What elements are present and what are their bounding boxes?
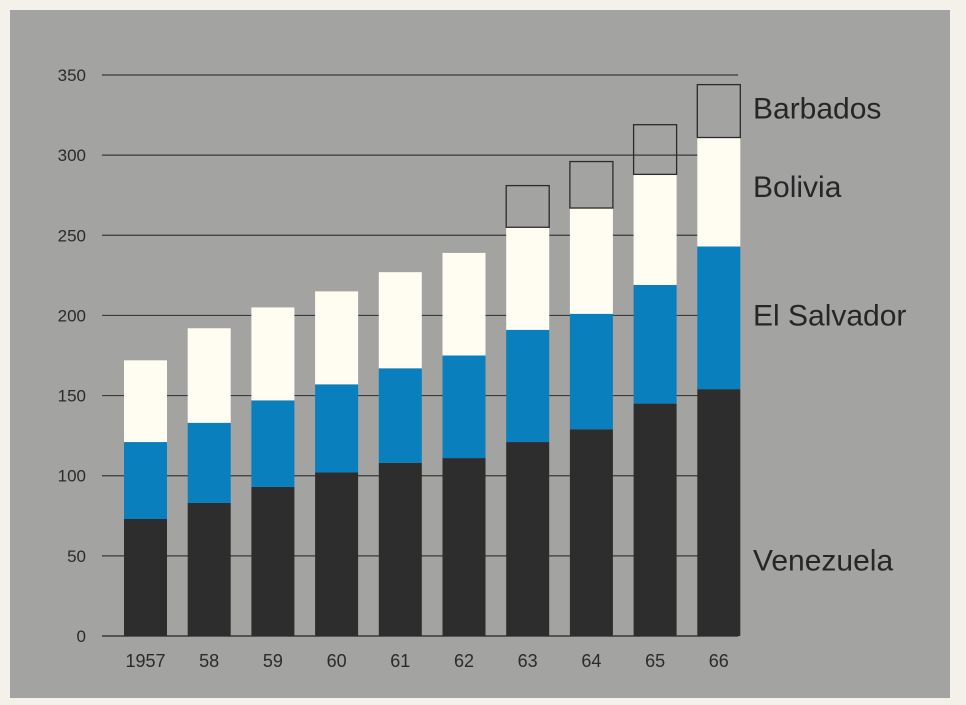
bar-segment-venezuela-65 (633, 403, 677, 636)
bar-segment-barbados-66 (696, 83, 741, 139)
y-tick-label: 150 (58, 387, 86, 406)
y-tick-label: 350 (58, 66, 86, 85)
y-tick-label: 0 (77, 627, 86, 646)
bar-segment-bolivia-1957 (124, 360, 167, 443)
bar-segment-el-salvador-59 (251, 400, 295, 487)
bar-segment-venezuela-58 (187, 502, 231, 636)
bar-segment-barbados-63 (505, 184, 550, 228)
x-tick-label: 60 (327, 651, 347, 671)
y-tick-label: 50 (67, 547, 86, 566)
bar-segment-el-salvador-65 (633, 284, 677, 404)
bar-segment-el-salvador-66 (697, 246, 741, 390)
y-tick-label: 100 (58, 467, 86, 486)
legend-label-venezuela: Venezuela (753, 545, 893, 578)
bars (124, 83, 741, 636)
x-tick-label: 66 (709, 651, 729, 671)
x-tick-label: 64 (581, 651, 601, 671)
bar-segment-bolivia-65 (633, 174, 677, 285)
bar-segment-venezuela-66 (697, 389, 741, 636)
bar-segment-bolivia-59 (251, 307, 295, 401)
bar-segment-venezuela-60 (315, 472, 359, 636)
y-tick-label: 200 (58, 306, 86, 325)
bar-segment-bolivia-64 (569, 208, 613, 314)
bar-segment-el-salvador-61 (378, 368, 422, 463)
x-tick-label: 1957 (125, 651, 165, 671)
x-tick-label: 62 (454, 651, 474, 671)
bar-segment-venezuela-62 (442, 458, 486, 636)
bar-segment-venezuela-59 (251, 486, 295, 636)
bar-segment-venezuela-64 (569, 429, 613, 636)
bar-segment-bolivia-60 (315, 291, 359, 385)
bar-segment-el-salvador-58 (187, 422, 231, 503)
bar-segment-venezuela-61 (378, 462, 422, 636)
bar-segment-barbados-64 (569, 160, 614, 209)
bar-segment-el-salvador-1957 (124, 442, 167, 519)
bar-segment-bolivia-63 (506, 227, 550, 330)
x-tick-label: 59 (263, 651, 283, 671)
legend-label-bolivia: Bolivia (753, 171, 842, 204)
x-tick-label: 63 (518, 651, 538, 671)
x-tick-label: 61 (390, 651, 410, 671)
y-axis-ticks: 0 50 100 150 200 250 300 350 (58, 66, 86, 646)
x-tick-label: 58 (199, 651, 219, 671)
y-tick-label: 300 (58, 146, 86, 165)
bar-segment-bolivia-61 (378, 272, 422, 369)
bar-segment-el-salvador-62 (442, 355, 486, 459)
x-axis-ticks: 1957 58 59 60 61 62 63 64 65 66 (125, 651, 728, 671)
bar-segment-venezuela-1957 (124, 518, 167, 636)
bar-segment-bolivia-62 (442, 252, 486, 356)
x-tick-label: 65 (645, 651, 665, 671)
legend-label-el-salvador: El Salvador (753, 299, 906, 332)
y-tick-label: 250 (58, 226, 86, 245)
legend: Venezuela El Salvador Bolivia Barbados (753, 93, 906, 578)
bar-segment-barbados-65 (632, 124, 678, 176)
bar-segment-bolivia-66 (697, 137, 741, 247)
bar-segment-bolivia-58 (187, 328, 231, 423)
legend-label-barbados: Barbados (753, 93, 881, 126)
bar-segment-el-salvador-60 (315, 384, 359, 473)
bar-segment-el-salvador-63 (506, 329, 550, 443)
bar-segment-el-salvador-64 (569, 313, 613, 430)
bar-segment-venezuela-63 (506, 442, 550, 636)
